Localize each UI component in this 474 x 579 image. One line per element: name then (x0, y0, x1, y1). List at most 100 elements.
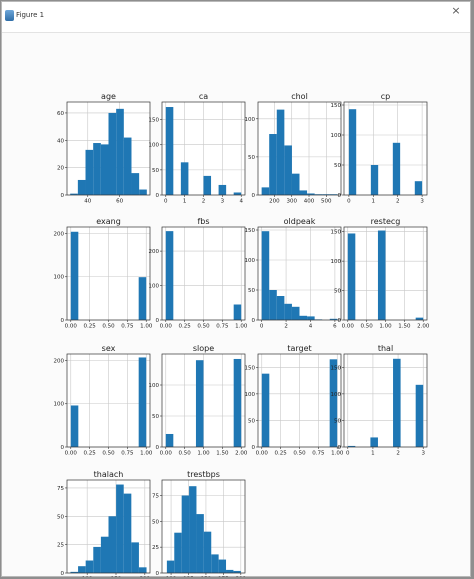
x-tick-label: 0.25 (275, 451, 288, 457)
subplot-thalach: 100 150 200 0 25 50 75 thalach (57, 470, 151, 577)
x-tick-label: 400 (304, 199, 315, 205)
histogram-bar (218, 559, 227, 573)
x-tick-label: 1.00 (379, 324, 392, 330)
y-tick-label: 50 (248, 418, 255, 424)
x-tick-label: 1.00 (197, 451, 210, 457)
subplot-thal: 0 1 2 3 0 50 100 150 thal (331, 344, 428, 457)
y-tick-label: 150 (331, 230, 342, 236)
x-tick-label: 2 (396, 451, 400, 457)
x-tick-label: 40 (84, 199, 91, 205)
histogram-bar (100, 536, 109, 573)
histogram-bar (93, 546, 101, 573)
y-tick-label: 75 (152, 494, 159, 500)
y-tick-label: 25 (57, 543, 64, 549)
app-icon (5, 10, 14, 21)
x-tick-label: 3 (221, 199, 225, 205)
histogram-bar (329, 359, 338, 447)
histogram-bar (123, 137, 132, 195)
histogram-bar (196, 514, 204, 573)
x-tick-label: 1 (372, 199, 376, 205)
y-tick-label: 200 (54, 231, 65, 237)
y-tick-label: 0 (61, 571, 65, 577)
histogram-bar (138, 277, 147, 320)
histogram-bar (108, 112, 117, 195)
histogram-bar (108, 516, 117, 573)
histogram-bar (70, 571, 79, 573)
x-tick-label: 0.00 (160, 451, 173, 457)
x-tick-label: 0.75 (121, 324, 134, 330)
y-tick-label: 200 (149, 249, 160, 255)
y-tick-label: 0 (252, 318, 256, 324)
histogram-bar (93, 143, 101, 195)
x-tick-label: 3 (420, 199, 424, 205)
subplot-title: trestbps (187, 470, 220, 479)
histogram-bar (131, 173, 140, 195)
y-tick-label: 0 (338, 318, 342, 324)
histogram-bar (203, 531, 212, 573)
y-tick-label: 0 (156, 318, 160, 324)
histogram-bar (70, 193, 78, 195)
y-tick-label: 100 (331, 133, 342, 139)
close-button[interactable]: × (451, 4, 461, 17)
histogram-bar (165, 107, 174, 195)
histogram-bar (415, 317, 424, 320)
x-tick-label: 0.50 (197, 324, 210, 330)
x-tick-label: 500 (321, 199, 332, 205)
x-tick-label: 0.00 (160, 324, 173, 330)
plot-area (344, 102, 427, 195)
histogram-bar (307, 193, 315, 195)
x-tick-label: 200 (269, 199, 280, 205)
y-tick-label: 0 (61, 193, 65, 199)
histogram-bar (299, 315, 308, 320)
histogram-bar (377, 230, 386, 320)
histogram-bar (329, 194, 338, 195)
histogram-bar (203, 175, 212, 195)
histogram-bar (85, 560, 94, 573)
histogram-bar (138, 567, 147, 573)
histogram-bar (189, 486, 197, 573)
x-tick-label: 0.00 (65, 451, 78, 457)
x-tick-label: 60 (116, 199, 123, 205)
subplot-ca: 0 1 2 3 4 0 50 100 150 ca (149, 92, 246, 205)
histogram-bar (291, 306, 300, 320)
subplot-title: age (101, 92, 116, 101)
axes-frame (343, 353, 428, 448)
histogram-bar (233, 192, 242, 195)
subplot-exang: 0.00 0.25 0.50 0.75 1.00 0 100 200 exang (54, 217, 153, 330)
histogram-bar (261, 373, 270, 447)
x-tick-label: 0.25 (179, 324, 192, 330)
y-tick-label: 100 (245, 258, 256, 264)
x-tick-label: 0.25 (84, 451, 97, 457)
histogram-bar (329, 318, 338, 320)
histogram-bar (261, 187, 270, 195)
x-tick-label: 1.00 (235, 324, 248, 330)
y-tick-label: 50 (152, 414, 159, 420)
x-tick-label: 0.50 (102, 451, 115, 457)
x-tick-label: 0.50 (361, 324, 374, 330)
y-tick-label: 100 (331, 392, 342, 398)
y-tick-label: 0 (156, 445, 160, 451)
axes-frame (66, 101, 151, 196)
x-tick-label: 0.75 (216, 324, 229, 330)
histogram-bar (123, 493, 132, 573)
x-tick-label: 200 (140, 577, 151, 578)
y-tick-label: 200 (54, 358, 65, 364)
x-tick-label: 100 (166, 577, 177, 578)
histogram-bar (269, 290, 277, 320)
y-tick-label: 50 (334, 163, 341, 169)
x-tick-label: 100 (82, 577, 93, 578)
y-tick-label: 20 (57, 166, 64, 172)
x-tick-label: 2.00 (235, 451, 248, 457)
histogram-bar (181, 495, 190, 573)
histogram-bar (116, 484, 124, 573)
histogram-bar (393, 358, 401, 447)
x-tick-label: 1 (371, 451, 375, 457)
y-tick-label: 50 (248, 288, 255, 294)
y-tick-label: 25 (152, 545, 159, 551)
x-tick-label: 0 (260, 324, 264, 330)
histogram-bar (165, 231, 174, 320)
histogram-bar (307, 316, 315, 320)
x-tick-label: 0.00 (256, 451, 269, 457)
